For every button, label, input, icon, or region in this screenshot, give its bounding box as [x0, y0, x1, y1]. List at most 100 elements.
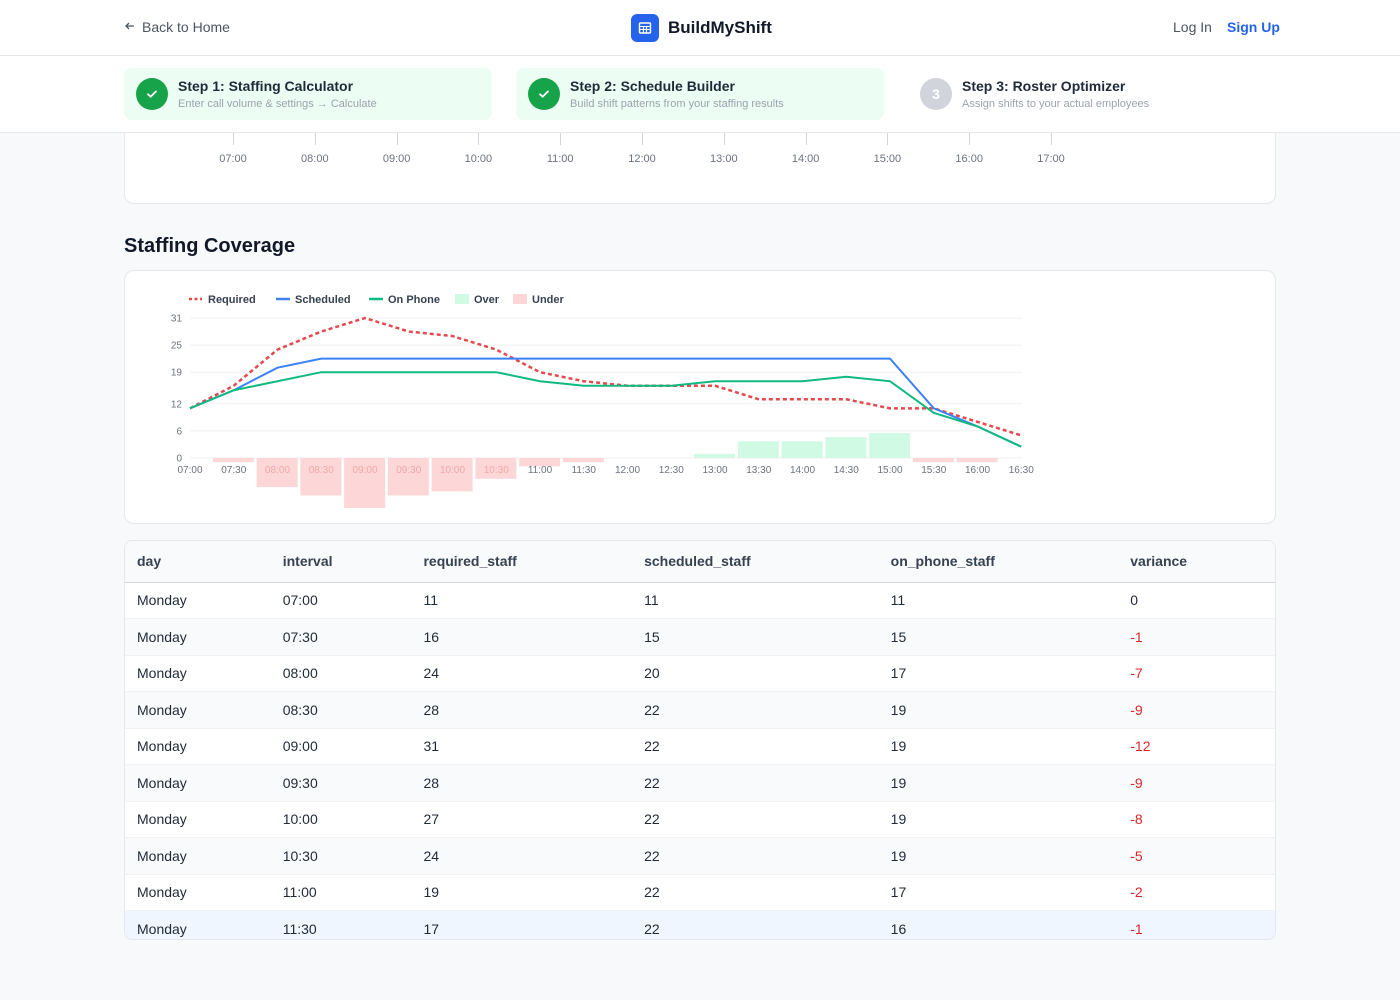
- step-schedule-builder[interactable]: Step 2: Schedule Builder Build shift pat…: [516, 68, 884, 120]
- back-to-home-link[interactable]: Back to Home: [124, 19, 230, 35]
- column-header-required-staff[interactable]: required_staff: [411, 541, 633, 583]
- brand[interactable]: BuildMyShift: [631, 14, 772, 42]
- step-number-badge: 3: [920, 78, 952, 110]
- legend-label-scheduled: Scheduled: [295, 294, 351, 306]
- column-header-on-phone-staff[interactable]: on_phone_staff: [878, 541, 1119, 583]
- table-row[interactable]: Monday 09:30 28 22 19 -9: [125, 764, 1275, 802]
- step-subtitle: Assign shifts to your actual employees: [962, 98, 1150, 110]
- back-to-home-label: Back to Home: [142, 19, 230, 35]
- axis-tick-label: 15:00: [873, 153, 902, 165]
- cell-interval: 10:30: [270, 837, 412, 875]
- check-icon: [136, 78, 168, 110]
- cell-day: Monday: [125, 801, 271, 838]
- cell-variance: -8: [1118, 801, 1275, 838]
- cell-day: Monday: [125, 764, 271, 802]
- column-header-scheduled-staff[interactable]: scheduled_staff: [632, 541, 879, 583]
- x-tick-label: 12:30: [659, 465, 684, 476]
- step-staffing-calculator[interactable]: Step 1: Staffing Calculator Enter call v…: [124, 68, 492, 120]
- column-header-interval[interactable]: interval: [270, 541, 412, 583]
- column-header-day[interactable]: day: [125, 541, 271, 583]
- cell-variance: -7: [1118, 655, 1275, 692]
- y-tick-label: 6: [176, 426, 182, 437]
- cell-scheduled-staff: 11: [632, 582, 879, 619]
- axis-tick: [233, 133, 234, 145]
- y-tick-label: 31: [171, 314, 183, 325]
- axis-tick-label: 07:00: [219, 153, 247, 165]
- x-tick-label: 11:00: [528, 465, 553, 476]
- x-tick-label: 11:30: [572, 465, 597, 476]
- cell-required-staff: 28: [411, 691, 633, 729]
- table-row[interactable]: Monday 11:00 19 22 17 -2: [125, 874, 1275, 911]
- under-bar: [431, 458, 473, 492]
- table-row[interactable]: Monday 08:30 28 22 19 -9: [125, 691, 1275, 729]
- x-tick-label: 10:30: [484, 465, 509, 476]
- series-line-scheduled: [189, 357, 1022, 448]
- axis-tick-label: 11:00: [546, 153, 574, 165]
- under-bar: [212, 458, 254, 463]
- x-tick-label: 13:00: [702, 465, 727, 476]
- axis-tick-label: 17:00: [1037, 153, 1065, 165]
- over-bar: [737, 441, 779, 458]
- check-icon: [528, 78, 560, 110]
- cell-day: Monday: [125, 837, 271, 875]
- cell-on-phone-staff: 19: [878, 801, 1119, 838]
- table-row[interactable]: Monday 07:30 16 15 15 -1: [125, 618, 1275, 656]
- y-tick-label: 0: [176, 454, 182, 465]
- cell-on-phone-staff: 19: [878, 837, 1119, 875]
- cell-variance: -12: [1118, 728, 1275, 765]
- cell-interval: 08:00: [270, 655, 412, 692]
- x-tick-label: 15:00: [877, 465, 902, 476]
- axis-tick: [560, 133, 562, 145]
- table-row[interactable]: Monday 10:30 24 22 19 -5: [125, 837, 1275, 875]
- cell-interval: 09:00: [270, 728, 412, 765]
- axis-tick: [723, 133, 725, 145]
- x-tick-label: 13:30: [746, 465, 771, 476]
- cell-scheduled-staff: 22: [632, 801, 879, 838]
- cell-variance: 0: [1118, 582, 1275, 619]
- arrow-left-icon: [124, 19, 136, 35]
- step-subtitle: Build shift patterns from your staffing …: [570, 98, 784, 110]
- cell-required-staff: 31: [411, 728, 633, 765]
- login-link[interactable]: Log In: [1173, 19, 1212, 35]
- over-bar: [694, 453, 736, 458]
- x-tick-label: 14:30: [834, 465, 859, 476]
- cell-required-staff: 19: [411, 874, 633, 911]
- cell-on-phone-staff: 16: [878, 910, 1119, 939]
- x-tick-label: 12:00: [615, 465, 640, 476]
- signup-link[interactable]: Sign Up: [1227, 19, 1280, 35]
- cell-required-staff: 28: [411, 764, 633, 802]
- table-row[interactable]: Monday 10:00 27 22 19 -8: [125, 801, 1275, 838]
- table-row[interactable]: Monday 09:00 31 22 19 -12: [125, 728, 1275, 765]
- cell-on-phone-staff: 11: [878, 582, 1119, 619]
- top-nav-bar: Back to Home BuildMyShift Log In Sign Up: [0, 0, 1400, 56]
- axis-tick: [969, 133, 971, 145]
- y-tick-label: 25: [171, 341, 183, 352]
- cell-on-phone-staff: 17: [878, 874, 1119, 911]
- under-bar: [475, 458, 517, 479]
- staffing-coverage-chart: 0 6 12 19 25 31 07:00 07:30 08:00 08:30 09:00 09:30…: [124, 270, 1276, 524]
- legend-label-required: Required: [208, 294, 256, 306]
- cell-scheduled-staff: 22: [632, 837, 879, 875]
- column-header-variance[interactable]: variance: [1118, 541, 1275, 583]
- table-row[interactable]: Monday 08:00 24 20 17 -7: [125, 655, 1275, 692]
- cell-day: Monday: [125, 910, 271, 939]
- brand-name: BuildMyShift: [668, 18, 772, 37]
- cell-required-staff: 17: [411, 910, 633, 939]
- series-line-required: [189, 316, 1022, 437]
- cell-day: Monday: [125, 618, 271, 656]
- table-row[interactable]: Monday 11:30 17 22 16 -1: [125, 910, 1275, 939]
- x-tick-label: 14:00: [790, 465, 815, 476]
- x-tick-label: 10:00: [440, 465, 465, 476]
- cell-interval: 11:30: [270, 910, 412, 939]
- cell-variance: -9: [1118, 764, 1275, 802]
- axis-tick-label: 12:00: [628, 153, 656, 165]
- axis-tick: [887, 133, 889, 145]
- x-tick-label: 07:30: [221, 465, 246, 476]
- axis-tick: [1051, 133, 1052, 145]
- table-row[interactable]: Monday 07:00 11 11 11 0: [125, 582, 1275, 619]
- cell-scheduled-staff: 22: [632, 691, 879, 729]
- under-bar: [562, 458, 604, 463]
- cell-on-phone-staff: 19: [878, 728, 1119, 765]
- legend-label-over: Over: [474, 294, 500, 306]
- step-roster-optimizer[interactable]: 3 Step 3: Roster Optimizer Assign shifts…: [908, 68, 1276, 120]
